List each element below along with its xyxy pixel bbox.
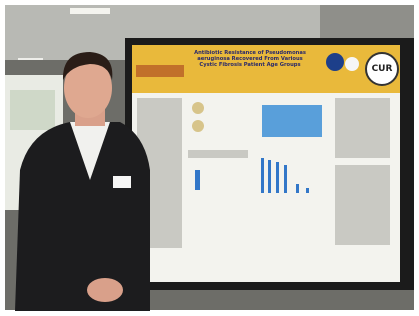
poster-logo: [326, 53, 344, 71]
background-poster-figure: [10, 90, 55, 130]
poster-table: [262, 105, 322, 137]
name-tag: [113, 176, 131, 188]
poster-logo-text: CUR: [365, 52, 399, 86]
ceiling-light: [70, 8, 110, 14]
poster-chart: [195, 170, 200, 190]
photo: Antibiotic Resistance of Pseudomonas aer…: [0, 0, 419, 316]
poster-logo: [345, 57, 359, 71]
photo-backdrop: [0, 0, 419, 316]
poster-petri-dish: [192, 120, 204, 132]
poster-petri-dish: [192, 102, 204, 114]
poster-badge: [136, 65, 184, 77]
hands: [87, 278, 123, 302]
poster-title: Antibiotic Resistance of Pseudomonas aer…: [190, 50, 310, 68]
